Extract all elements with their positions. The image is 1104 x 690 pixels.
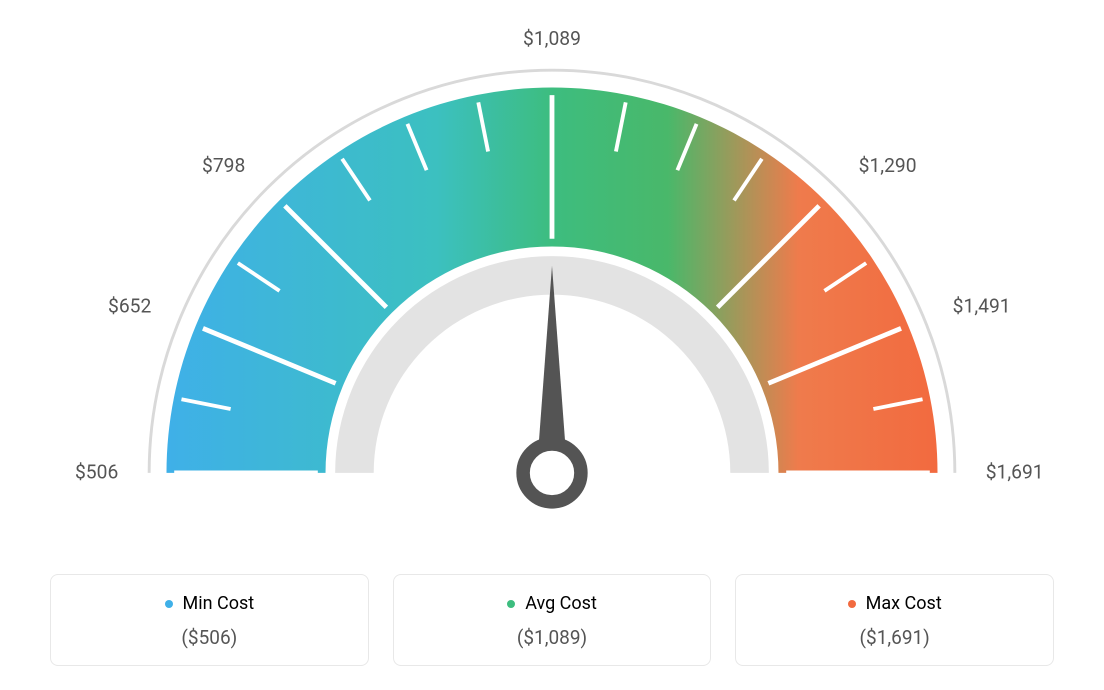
gauge-svg: $506 $652 $798 $1,089 $1,290 $1,491 $1,691 xyxy=(20,20,1084,550)
legend-title-max: Max Cost xyxy=(748,593,1041,614)
tick-label: $798 xyxy=(202,154,245,177)
legend-card-max: Max Cost ($1,691) xyxy=(735,574,1054,666)
tick-label: $1,089 xyxy=(523,27,581,50)
tick-label: $1,491 xyxy=(953,295,1011,318)
tick-label: $652 xyxy=(108,295,151,318)
legend-title-avg: Avg Cost xyxy=(406,593,699,614)
tick-label: $1,290 xyxy=(859,154,917,177)
legend-value-max: ($1,691) xyxy=(748,626,1041,649)
legend-value-min: ($506) xyxy=(63,626,356,649)
legend-row: Min Cost ($506) Avg Cost ($1,089) Max Co… xyxy=(20,574,1084,666)
legend-card-min: Min Cost ($506) xyxy=(50,574,369,666)
legend-dot-min xyxy=(165,600,173,608)
legend-label-min: Min Cost xyxy=(183,593,255,614)
legend-label-avg: Avg Cost xyxy=(525,593,597,614)
tick-label: $506 xyxy=(75,461,118,484)
legend-dot-max xyxy=(848,600,856,608)
cost-gauge-chart: $506 $652 $798 $1,089 $1,290 $1,491 $1,691 Min… xyxy=(20,20,1084,666)
legend-title-min: Min Cost xyxy=(63,593,356,614)
legend-label-max: Max Cost xyxy=(866,593,942,614)
legend-value-avg: ($1,089) xyxy=(406,626,699,649)
legend-card-avg: Avg Cost ($1,089) xyxy=(393,574,712,666)
tick-label: $1,691 xyxy=(986,461,1044,484)
legend-dot-avg xyxy=(507,600,515,608)
needle-hub xyxy=(523,444,581,502)
